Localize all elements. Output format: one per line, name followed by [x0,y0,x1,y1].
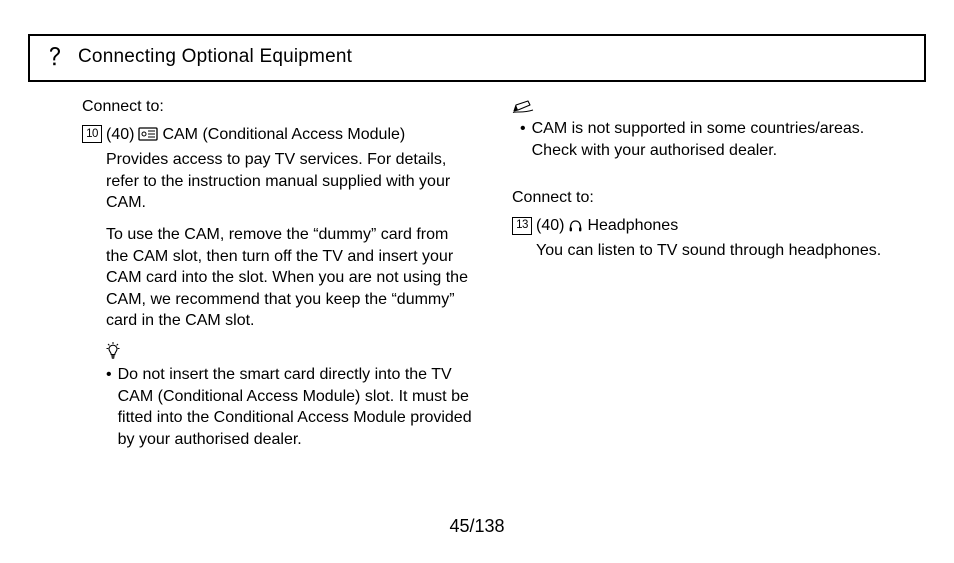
bullet-dot: • [106,364,112,450]
entry-title: CAM (Conditional Access Module) [162,124,405,146]
lightbulb-tip-icon [106,342,474,360]
cam-card-icon [138,127,158,141]
pencil-note-icon [512,100,904,114]
ref-number-box: 10 [82,125,102,143]
connect-label: Connect to: [512,187,904,209]
entry-title: Headphones [587,215,678,237]
section-header: Connecting Optional Equipment [28,34,926,82]
headphones-icon [568,219,583,233]
note-bullets: • CAM is not supported in some countries… [520,118,904,161]
page-ref: (40) [106,124,134,146]
bullet-dot: • [520,118,526,161]
help-icon [44,46,66,68]
right-column: • CAM is not supported in some countries… [512,96,904,503]
connect-label: Connect to: [82,96,474,118]
bullet-item: • CAM is not supported in some countries… [520,118,904,161]
entry-paragraph: To use the CAM, remove the “dummy” card … [106,224,474,332]
page-ref: (40) [536,215,564,237]
entry-heading: 13 (40) Headphones [512,215,904,237]
tip-bullets: • Do not insert the smart card directly … [106,364,474,450]
entry-heading: 10 (40) CAM (Conditional Access Module) [82,124,474,146]
entry-paragraph: You can listen to TV sound through headp… [536,240,904,262]
ref-number-box: 13 [512,217,532,235]
section-title: Connecting Optional Equipment [78,46,352,68]
bullet-text: Do not insert the smart card directly in… [118,364,474,450]
bullet-item: • Do not insert the smart card directly … [106,364,474,450]
content-columns: Connect to: 10 (40) CAM (Conditional Acc… [82,96,904,503]
bullet-text: CAM is not supported in some countries/a… [532,118,904,161]
manual-page: Connecting Optional Equipment Connect to… [0,0,954,563]
page-number: 45/138 [0,516,954,537]
left-column: Connect to: 10 (40) CAM (Conditional Acc… [82,96,474,503]
entry-paragraph: Provides access to pay TV services. For … [106,149,474,214]
